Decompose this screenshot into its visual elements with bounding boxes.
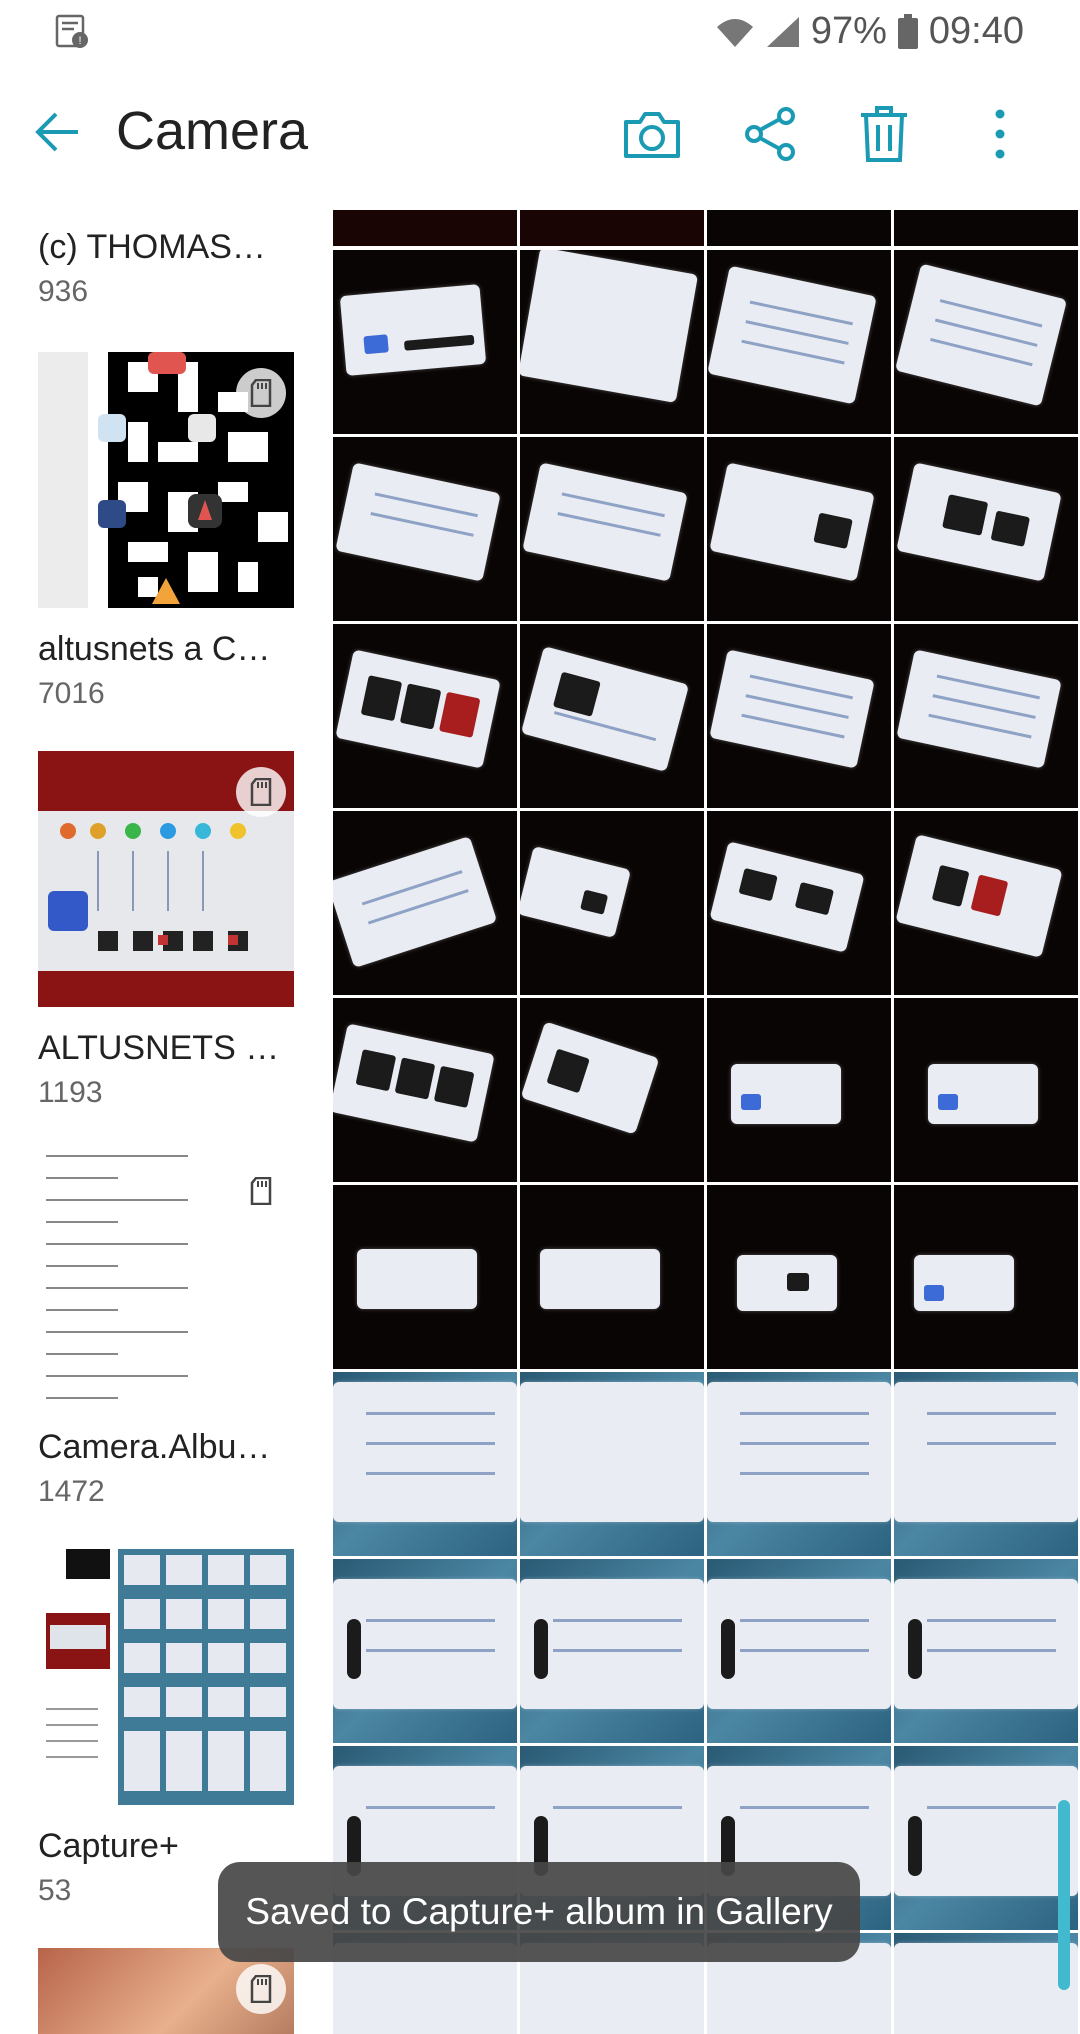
album-item[interactable] [38,1948,294,2034]
photo-thumbnail[interactable] [894,1746,1078,1930]
photo-thumbnail[interactable] [707,1559,891,1743]
signal-icon [766,16,799,47]
album-name: altusnets a C… [38,630,271,668]
album-item[interactable]: ALTUSNETS a… 1193 [38,751,294,1110]
trash-icon [861,106,907,162]
sd-card-icon [236,1166,286,1216]
photo-thumbnail[interactable] [333,1372,517,1556]
photo-thumbnail[interactable] [333,1559,517,1743]
photo-thumbnail[interactable] [520,1372,704,1556]
photo-thumbnail[interactable] [894,250,1078,434]
album-thumbnail [38,1150,294,1406]
more-options-button[interactable] [968,102,1032,166]
photo-thumbnail[interactable] [894,1559,1078,1743]
album-name: Camera.Albu… [38,1428,271,1466]
battery-icon [897,13,918,49]
album-thumbnail [38,352,294,608]
album-name: Capture+ [38,1827,179,1865]
share-icon [745,107,795,161]
album-count: 1193 [38,1076,103,1109]
device-alert-icon: ! [55,14,88,48]
photo-thumbnail[interactable] [707,1185,891,1369]
more-vertical-icon [995,109,1005,159]
album-sidebar[interactable]: (c) THOMAS… 936 [0,210,333,2034]
photo-thumbnail[interactable] [333,624,517,808]
camera-button[interactable] [620,102,684,166]
photo-thumbnail[interactable] [894,210,1078,246]
photo-thumbnail[interactable] [520,210,704,246]
delete-button[interactable] [852,102,916,166]
photo-thumbnail[interactable] [894,1933,1078,2034]
album-item[interactable]: altusnets a C… 7016 [38,352,294,711]
album-count: 1472 [38,1475,105,1508]
photo-thumbnail[interactable] [707,250,891,434]
photo-thumbnail[interactable] [520,1559,704,1743]
battery-percent: 97% [810,10,887,52]
photo-thumbnail[interactable] [520,1185,704,1369]
photo-thumbnail[interactable] [520,998,704,1182]
sd-card-icon [236,368,286,418]
arrow-left-icon [35,112,78,152]
photo-thumbnail[interactable] [707,811,891,995]
photo-thumbnail[interactable] [520,437,704,621]
album-thumbnail [38,1549,294,1805]
photo-thumbnail[interactable] [707,437,891,621]
photo-thumbnail[interactable] [894,1372,1078,1556]
photo-thumbnail[interactable] [333,998,517,1182]
photo-thumbnail[interactable] [894,624,1078,808]
fast-scroll-handle[interactable] [1058,1800,1070,1990]
album-count: 7016 [38,677,105,710]
photo-thumbnail[interactable] [520,250,704,434]
photo-thumbnail[interactable] [894,998,1078,1182]
photo-thumbnail[interactable] [707,998,891,1182]
photo-thumbnail[interactable] [894,811,1078,995]
sd-card-icon [236,767,286,817]
album-count: 936 [38,275,89,308]
photo-thumbnail[interactable] [707,624,891,808]
album-item[interactable]: Camera.Albu… 1472 [38,1150,294,1509]
clock: 09:40 [928,10,1024,52]
photo-thumbnail[interactable] [333,1185,517,1369]
photo-thumbnail[interactable] [707,210,891,246]
album-count: 53 [38,1874,72,1907]
photo-thumbnail[interactable] [520,624,704,808]
wifi-icon [716,18,753,47]
photo-thumbnail[interactable] [520,811,704,995]
album-name: ALTUSNETS a… [38,1029,294,1067]
album-item[interactable]: Capture+ 53 [38,1549,294,1908]
app-bar: Camera [0,66,1080,211]
capture-collage-thumbnail [38,1549,294,1805]
photo-thumbnail[interactable] [333,250,517,434]
photo-thumbnail[interactable] [333,811,517,995]
text-document-thumbnail [46,1155,188,1399]
svg-text:!: ! [78,35,81,47]
album-thumbnail [38,1948,294,2034]
photo-thumbnail[interactable] [333,437,517,621]
photo-thumbnail[interactable] [707,1372,891,1556]
photo-thumbnail[interactable] [894,437,1078,621]
photo-thumbnail[interactable] [333,210,517,246]
page-title: Camera [116,101,309,161]
camera-icon [624,112,680,158]
photo-grid[interactable] [333,210,1080,2034]
sd-card-icon [236,1964,286,2014]
photo-thumbnail[interactable] [894,1185,1078,1369]
album-item[interactable]: (c) THOMAS… 936 [38,228,294,309]
back-button[interactable] [30,104,86,160]
share-button[interactable] [738,102,802,166]
status-bar: ! 97% 09:40 [0,0,1080,66]
album-name: (c) THOMAS… [38,228,266,266]
album-thumbnail [38,751,294,1007]
toast-message: Saved to Capture+ album in Gallery [218,1862,860,1962]
